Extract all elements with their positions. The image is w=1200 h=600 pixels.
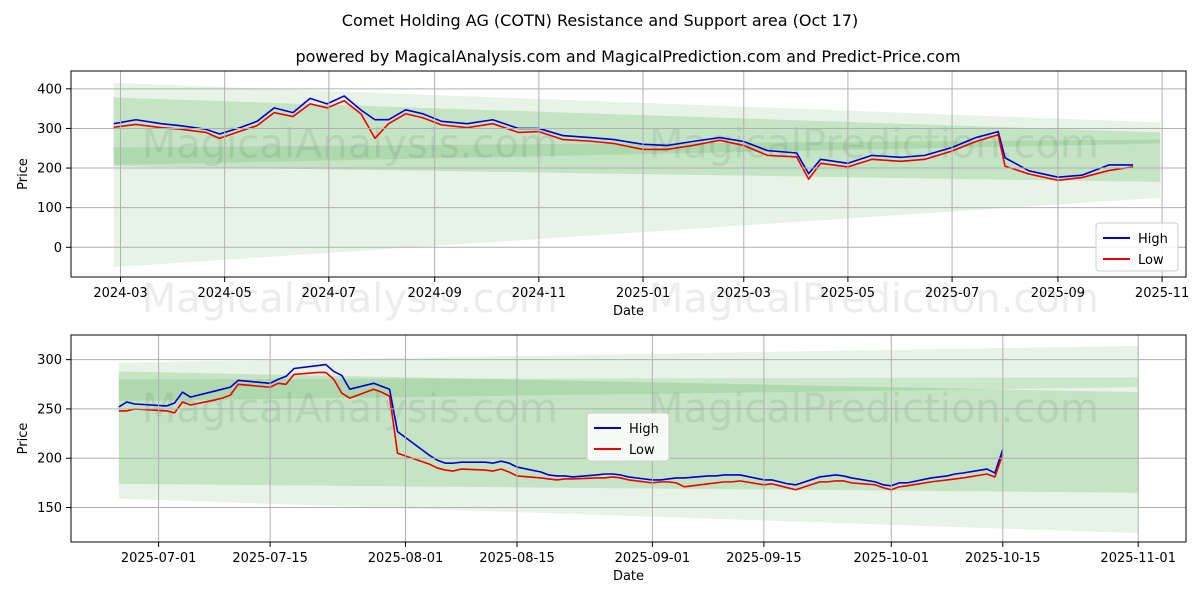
x-tick-label: 2025-08-15 xyxy=(479,551,555,566)
series-line-low xyxy=(113,99,1134,182)
x-tick-label: 2025-01 xyxy=(616,286,670,301)
x-tick-label: 2024-03 xyxy=(93,286,147,301)
y-tick-label: 150 xyxy=(37,501,62,516)
y-axis-label: Price xyxy=(16,423,31,455)
x-tick-label: 2025-07 xyxy=(925,286,979,301)
legend-label-low: Low xyxy=(1138,253,1164,268)
bottom-panel: MagicalAnalysis.com MagicalPrediction.com… xyxy=(16,334,1187,584)
watermark-text: MagicalAnalysis.com xyxy=(142,276,558,322)
y-tick-label: 300 xyxy=(37,122,62,137)
legend-label-low: Low xyxy=(629,443,655,458)
y-tick-label: 400 xyxy=(37,82,62,97)
x-tick-label: 2024-07 xyxy=(302,286,356,301)
y-tick-label: 250 xyxy=(37,402,62,417)
plot-frame xyxy=(70,70,1187,278)
x-tick-label: 2025-09-01 xyxy=(615,551,691,566)
x-tick-label: 2024-05 xyxy=(198,286,252,301)
x-tick-label: 2025-05 xyxy=(821,286,875,301)
x-tick-label: 2025-09 xyxy=(1031,286,1085,301)
x-tick-label: 2025-07-15 xyxy=(232,551,308,566)
chart-title: Comet Holding AG (COTN) Resistance and S… xyxy=(342,11,858,30)
x-tick-label: 2025-07-01 xyxy=(121,551,197,566)
series-line-low xyxy=(118,371,1004,491)
top-panel: MagicalAnalysis.com MagicalPrediction.com… xyxy=(16,70,1189,322)
legend-box xyxy=(1095,222,1179,272)
x-tick-label: 2025-10-15 xyxy=(965,551,1041,566)
plot-frame xyxy=(70,334,1187,543)
x-tick-label: 2025-08-01 xyxy=(368,551,444,566)
series-line-high xyxy=(118,363,1004,487)
y-axis-label: Price xyxy=(16,158,31,190)
legend-label-high: High xyxy=(1138,232,1168,247)
chart-subtitle: powered by MagicalAnalysis.com and Magic… xyxy=(295,47,960,66)
y-tick-label: 0 xyxy=(54,241,62,256)
resistance-support-band-3 xyxy=(113,139,1161,165)
x-tick-label: 2025-11-01 xyxy=(1100,551,1176,566)
x-axis-label: Date xyxy=(613,304,644,319)
watermark-text: MagicalPrediction.com xyxy=(649,276,1099,322)
x-tick-label: 2025-09-15 xyxy=(726,551,802,566)
y-tick-label: 200 xyxy=(37,162,62,177)
watermark-text: MagicalAnalysis.com xyxy=(142,122,558,168)
y-tick-label: 200 xyxy=(37,452,62,467)
x-tick-label: 2025-03 xyxy=(717,286,771,301)
y-tick-label: 300 xyxy=(37,353,62,368)
x-tick-label: 2024-11 xyxy=(512,286,566,301)
x-tick-label: 2024-09 xyxy=(408,286,462,301)
legend-label-high: High xyxy=(629,422,659,437)
x-tick-label: 2025-11 xyxy=(1135,286,1189,301)
x-axis-label: Date xyxy=(613,569,644,584)
series-line-high xyxy=(113,95,1134,178)
legend-box xyxy=(586,412,670,462)
x-tick-label: 2025-10-01 xyxy=(854,551,930,566)
y-tick-label: 100 xyxy=(37,201,62,216)
